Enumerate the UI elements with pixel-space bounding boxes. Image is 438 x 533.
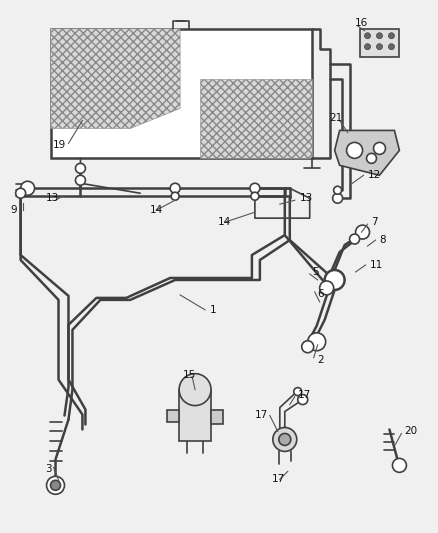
Circle shape bbox=[273, 427, 297, 451]
Circle shape bbox=[251, 192, 259, 200]
Circle shape bbox=[179, 374, 211, 406]
Text: 8: 8 bbox=[379, 235, 386, 245]
Text: 20: 20 bbox=[404, 426, 417, 437]
Circle shape bbox=[21, 181, 35, 195]
Circle shape bbox=[346, 142, 363, 158]
Circle shape bbox=[325, 270, 345, 290]
Circle shape bbox=[75, 175, 85, 185]
Circle shape bbox=[377, 33, 382, 39]
Circle shape bbox=[46, 477, 64, 494]
Text: 1: 1 bbox=[210, 305, 217, 315]
Text: 9: 9 bbox=[11, 205, 17, 215]
Circle shape bbox=[356, 225, 370, 239]
Text: 21: 21 bbox=[330, 114, 343, 124]
Circle shape bbox=[250, 183, 260, 193]
Circle shape bbox=[75, 163, 85, 173]
Polygon shape bbox=[335, 131, 399, 175]
Circle shape bbox=[50, 480, 60, 490]
Circle shape bbox=[298, 394, 308, 405]
Text: 14: 14 bbox=[218, 217, 231, 227]
Circle shape bbox=[302, 341, 314, 353]
Circle shape bbox=[320, 281, 334, 295]
Circle shape bbox=[16, 188, 25, 198]
Circle shape bbox=[364, 44, 371, 50]
Polygon shape bbox=[200, 78, 312, 158]
Text: 12: 12 bbox=[367, 170, 381, 180]
Circle shape bbox=[389, 33, 395, 39]
Bar bbox=[167, 409, 179, 422]
Text: 17: 17 bbox=[255, 409, 268, 419]
Text: 17: 17 bbox=[298, 390, 311, 400]
Circle shape bbox=[350, 234, 360, 244]
Circle shape bbox=[332, 193, 343, 203]
Bar bbox=[211, 409, 223, 424]
Text: 13: 13 bbox=[300, 193, 313, 203]
Circle shape bbox=[364, 33, 371, 39]
Circle shape bbox=[279, 433, 291, 446]
Text: 11: 11 bbox=[370, 260, 383, 270]
Text: 15: 15 bbox=[183, 370, 196, 379]
Circle shape bbox=[334, 186, 342, 194]
Circle shape bbox=[308, 333, 326, 351]
Bar bbox=[50, 29, 312, 158]
Text: 6: 6 bbox=[318, 289, 324, 299]
Text: 13: 13 bbox=[46, 193, 59, 203]
Text: 5: 5 bbox=[312, 267, 318, 277]
Circle shape bbox=[392, 458, 406, 472]
Circle shape bbox=[377, 44, 382, 50]
Circle shape bbox=[294, 387, 302, 395]
Bar bbox=[179, 390, 211, 441]
Polygon shape bbox=[50, 29, 180, 128]
Bar bbox=[360, 29, 399, 56]
Circle shape bbox=[389, 44, 395, 50]
Circle shape bbox=[171, 192, 179, 200]
Text: 2: 2 bbox=[318, 354, 324, 365]
Text: 17: 17 bbox=[272, 474, 285, 484]
Circle shape bbox=[367, 154, 377, 163]
Circle shape bbox=[374, 142, 385, 155]
Text: 16: 16 bbox=[355, 18, 368, 28]
Text: 14: 14 bbox=[150, 205, 163, 215]
Text: 3: 3 bbox=[46, 464, 52, 474]
Text: 7: 7 bbox=[371, 217, 378, 227]
Text: 19: 19 bbox=[53, 140, 66, 150]
Circle shape bbox=[170, 183, 180, 193]
